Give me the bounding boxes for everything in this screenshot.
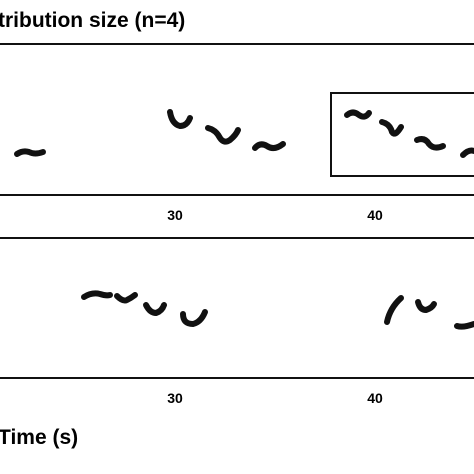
highlight-box xyxy=(330,92,474,177)
gesture-strokes xyxy=(81,290,474,330)
tick-label: 40 xyxy=(367,207,383,223)
x-axis-label: Time (s) xyxy=(0,426,78,449)
tick-label: 30 xyxy=(167,390,183,406)
gesture-strokes xyxy=(14,109,474,158)
tick-label: 40 xyxy=(367,390,383,406)
title: tribution size (n=4) xyxy=(0,9,185,32)
tick-label: 30 xyxy=(167,207,183,223)
